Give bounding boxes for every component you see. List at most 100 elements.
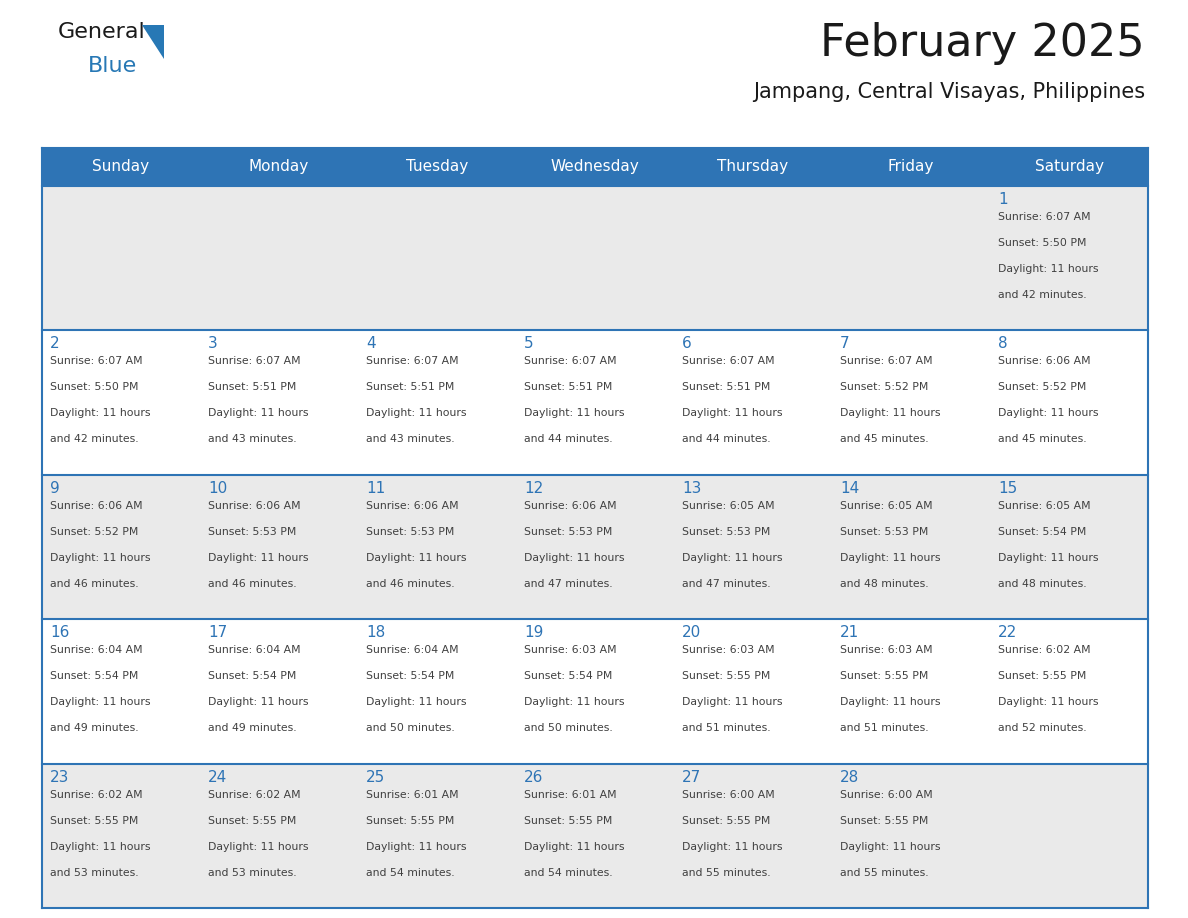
Text: Daylight: 11 hours: Daylight: 11 hours: [840, 553, 941, 563]
Text: Sunset: 5:54 PM: Sunset: 5:54 PM: [524, 671, 612, 681]
Text: Daylight: 11 hours: Daylight: 11 hours: [208, 697, 309, 707]
Text: and 50 minutes.: and 50 minutes.: [366, 723, 455, 733]
Text: Sunset: 5:54 PM: Sunset: 5:54 PM: [366, 671, 454, 681]
Text: 9: 9: [50, 481, 59, 496]
Text: Sunset: 5:51 PM: Sunset: 5:51 PM: [682, 383, 770, 392]
Text: and 42 minutes.: and 42 minutes.: [998, 290, 1087, 300]
Text: General: General: [58, 22, 146, 42]
Text: Daylight: 11 hours: Daylight: 11 hours: [366, 553, 467, 563]
Text: Sunset: 5:53 PM: Sunset: 5:53 PM: [840, 527, 928, 537]
Text: Daylight: 11 hours: Daylight: 11 hours: [998, 697, 1099, 707]
Text: and 46 minutes.: and 46 minutes.: [366, 578, 455, 588]
Text: 4: 4: [366, 336, 375, 352]
Text: Sunset: 5:55 PM: Sunset: 5:55 PM: [524, 815, 612, 825]
Text: Daylight: 11 hours: Daylight: 11 hours: [998, 264, 1099, 274]
Text: 6: 6: [682, 336, 691, 352]
Text: Blue: Blue: [88, 56, 138, 76]
Text: 7: 7: [840, 336, 849, 352]
Text: Daylight: 11 hours: Daylight: 11 hours: [208, 553, 309, 563]
Text: Sunrise: 6:06 AM: Sunrise: 6:06 AM: [50, 501, 143, 510]
Text: Jampang, Central Visayas, Philippines: Jampang, Central Visayas, Philippines: [753, 82, 1145, 102]
Text: Daylight: 11 hours: Daylight: 11 hours: [50, 842, 151, 852]
Text: Sunset: 5:54 PM: Sunset: 5:54 PM: [998, 527, 1086, 537]
Text: Sunrise: 6:07 AM: Sunrise: 6:07 AM: [998, 212, 1091, 222]
Text: Daylight: 11 hours: Daylight: 11 hours: [840, 697, 941, 707]
Text: Sunset: 5:51 PM: Sunset: 5:51 PM: [366, 383, 454, 392]
Text: Wednesday: Wednesday: [550, 160, 639, 174]
Text: Daylight: 11 hours: Daylight: 11 hours: [998, 553, 1099, 563]
Text: Daylight: 11 hours: Daylight: 11 hours: [682, 553, 783, 563]
Text: 3: 3: [208, 336, 217, 352]
Text: and 42 minutes.: and 42 minutes.: [50, 434, 139, 444]
Text: and 54 minutes.: and 54 minutes.: [524, 868, 613, 878]
Text: Sunset: 5:53 PM: Sunset: 5:53 PM: [366, 527, 454, 537]
Text: Sunrise: 6:06 AM: Sunrise: 6:06 AM: [524, 501, 617, 510]
Text: Sunset: 5:53 PM: Sunset: 5:53 PM: [524, 527, 612, 537]
Text: and 46 minutes.: and 46 minutes.: [208, 578, 297, 588]
Text: Daylight: 11 hours: Daylight: 11 hours: [50, 553, 151, 563]
Text: Sunday: Sunday: [93, 160, 150, 174]
Text: and 45 minutes.: and 45 minutes.: [840, 434, 929, 444]
Text: Friday: Friday: [887, 160, 934, 174]
Text: Sunrise: 6:02 AM: Sunrise: 6:02 AM: [50, 789, 143, 800]
Text: Sunset: 5:52 PM: Sunset: 5:52 PM: [998, 383, 1086, 392]
Text: Daylight: 11 hours: Daylight: 11 hours: [524, 842, 625, 852]
Text: 26: 26: [524, 769, 543, 785]
Text: Sunrise: 6:07 AM: Sunrise: 6:07 AM: [208, 356, 301, 366]
Text: 16: 16: [50, 625, 69, 640]
Text: Sunrise: 6:07 AM: Sunrise: 6:07 AM: [840, 356, 933, 366]
Text: Daylight: 11 hours: Daylight: 11 hours: [50, 697, 151, 707]
Text: 5: 5: [524, 336, 533, 352]
Text: Daylight: 11 hours: Daylight: 11 hours: [366, 409, 467, 419]
Text: and 44 minutes.: and 44 minutes.: [682, 434, 771, 444]
Text: Sunrise: 6:00 AM: Sunrise: 6:00 AM: [682, 789, 775, 800]
Text: and 51 minutes.: and 51 minutes.: [682, 723, 771, 733]
Text: Sunrise: 6:01 AM: Sunrise: 6:01 AM: [524, 789, 617, 800]
Text: Sunset: 5:55 PM: Sunset: 5:55 PM: [682, 671, 770, 681]
Text: 19: 19: [524, 625, 543, 640]
Text: 12: 12: [524, 481, 543, 496]
Text: Sunset: 5:51 PM: Sunset: 5:51 PM: [208, 383, 296, 392]
Text: Sunrise: 6:03 AM: Sunrise: 6:03 AM: [682, 645, 775, 655]
Text: Daylight: 11 hours: Daylight: 11 hours: [524, 553, 625, 563]
Polygon shape: [143, 25, 164, 59]
Text: 15: 15: [998, 481, 1017, 496]
Text: Saturday: Saturday: [1035, 160, 1104, 174]
Text: Daylight: 11 hours: Daylight: 11 hours: [524, 697, 625, 707]
Text: Daylight: 11 hours: Daylight: 11 hours: [682, 409, 783, 419]
Text: Sunset: 5:55 PM: Sunset: 5:55 PM: [50, 815, 138, 825]
Text: Sunset: 5:54 PM: Sunset: 5:54 PM: [208, 671, 296, 681]
Text: Sunrise: 6:03 AM: Sunrise: 6:03 AM: [524, 645, 617, 655]
Text: Tuesday: Tuesday: [406, 160, 468, 174]
Bar: [42, 620, 1148, 764]
Text: Sunrise: 6:06 AM: Sunrise: 6:06 AM: [208, 501, 301, 510]
Text: Sunset: 5:55 PM: Sunset: 5:55 PM: [208, 815, 296, 825]
Text: Daylight: 11 hours: Daylight: 11 hours: [682, 842, 783, 852]
Text: Sunrise: 6:00 AM: Sunrise: 6:00 AM: [840, 789, 933, 800]
Text: and 51 minutes.: and 51 minutes.: [840, 723, 929, 733]
Text: Daylight: 11 hours: Daylight: 11 hours: [366, 842, 467, 852]
Text: Sunrise: 6:01 AM: Sunrise: 6:01 AM: [366, 789, 459, 800]
Text: Sunrise: 6:05 AM: Sunrise: 6:05 AM: [840, 501, 933, 510]
Text: Sunset: 5:52 PM: Sunset: 5:52 PM: [50, 527, 138, 537]
Text: and 43 minutes.: and 43 minutes.: [208, 434, 297, 444]
Text: and 53 minutes.: and 53 minutes.: [208, 868, 297, 878]
Text: 8: 8: [998, 336, 1007, 352]
Text: Sunrise: 6:03 AM: Sunrise: 6:03 AM: [840, 645, 933, 655]
Text: Daylight: 11 hours: Daylight: 11 hours: [840, 842, 941, 852]
Text: Sunrise: 6:07 AM: Sunrise: 6:07 AM: [524, 356, 617, 366]
Text: and 52 minutes.: and 52 minutes.: [998, 723, 1087, 733]
Text: and 49 minutes.: and 49 minutes.: [208, 723, 297, 733]
Text: and 55 minutes.: and 55 minutes.: [682, 868, 771, 878]
Text: Sunrise: 6:05 AM: Sunrise: 6:05 AM: [682, 501, 775, 510]
Text: 24: 24: [208, 769, 227, 785]
Text: 17: 17: [208, 625, 227, 640]
Text: Sunrise: 6:06 AM: Sunrise: 6:06 AM: [366, 501, 459, 510]
Text: Daylight: 11 hours: Daylight: 11 hours: [50, 409, 151, 419]
Text: Sunset: 5:53 PM: Sunset: 5:53 PM: [208, 527, 296, 537]
Text: Sunrise: 6:07 AM: Sunrise: 6:07 AM: [50, 356, 143, 366]
Text: Sunrise: 6:07 AM: Sunrise: 6:07 AM: [366, 356, 459, 366]
Text: Sunset: 5:55 PM: Sunset: 5:55 PM: [998, 671, 1086, 681]
Text: Sunrise: 6:04 AM: Sunrise: 6:04 AM: [208, 645, 301, 655]
Text: and 48 minutes.: and 48 minutes.: [998, 578, 1087, 588]
